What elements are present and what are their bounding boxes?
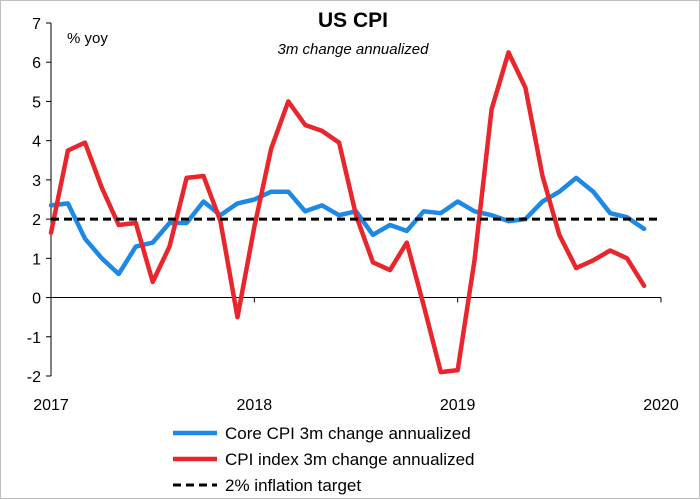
x-tick-label: 2017 (33, 397, 69, 414)
x-tick-label: 2020 (643, 397, 679, 414)
y-tick-label: 4 (32, 134, 41, 151)
y-tick-label: 3 (32, 173, 41, 190)
chart-subtitle: 3m change annualized (278, 41, 430, 58)
y-tick-label: 7 (32, 16, 41, 33)
legend-label: Core CPI 3m change annualized (225, 424, 471, 443)
plot-area (48, 50, 661, 375)
y-tick-label: 0 (32, 291, 41, 308)
legend-label: CPI index 3m change annualized (225, 450, 475, 469)
y-tick-label: -1 (27, 330, 41, 347)
y-tick-label: 6 (32, 55, 41, 72)
y-tick-label: 1 (32, 251, 41, 268)
legend-label: 2% inflation target (225, 476, 361, 495)
y-tick-label: -2 (27, 369, 41, 386)
series-line-0 (48, 175, 647, 277)
y-tick-label: 5 (32, 94, 41, 111)
y-tick-label: 2 (32, 212, 41, 229)
chart-title: US CPI (318, 9, 388, 32)
x-tick-label: 2018 (237, 397, 273, 414)
x-tick-label: 2019 (440, 397, 476, 414)
y-axis-label: % yoy (67, 30, 108, 47)
series-line-1 (48, 50, 647, 375)
axes: -2 -1 0 1 2 3 4 5 6 7 2017 2018 2019 2020 (27, 16, 679, 414)
legend: Core CPI 3m change annualized CPI index 3… (173, 424, 475, 495)
